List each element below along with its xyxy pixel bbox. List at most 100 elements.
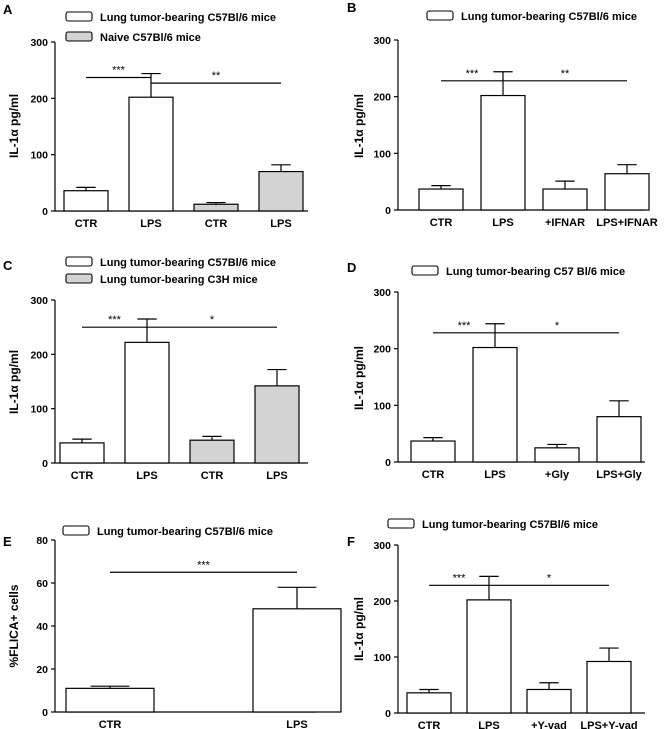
- y-tick-label: 200: [30, 93, 48, 105]
- bar-lps: [254, 385, 300, 464]
- x-tick-label: +Gly: [545, 469, 570, 481]
- x-tick-label: +Y-vad: [531, 720, 567, 729]
- bar--gly: [534, 447, 580, 463]
- y-tick-label: 300: [30, 37, 48, 49]
- panel-label: C: [3, 258, 13, 273]
- bar-ctr: [193, 203, 239, 212]
- significance-label: ***: [197, 559, 211, 571]
- bar--ifnar: [542, 188, 588, 211]
- y-tick-label: 20: [36, 664, 48, 676]
- legend-swatch: [65, 31, 93, 42]
- y-tick-label: 40: [36, 621, 48, 633]
- bar-ctr: [65, 687, 155, 713]
- x-tick-label: CTR: [75, 218, 98, 230]
- legend-label: Lung tumor-bearing C57 Bl/6 mice: [446, 266, 625, 278]
- y-tick-label: 0: [42, 206, 48, 218]
- y-tick-label: 0: [385, 205, 391, 217]
- x-tick-label: CTR: [418, 720, 441, 729]
- y-tick-label: 200: [373, 344, 391, 356]
- bar-ctr: [418, 188, 464, 211]
- bar-lps: [480, 94, 526, 211]
- x-tick-label: CTR: [422, 469, 445, 481]
- y-axis-label: IL-1α pg/ml: [7, 350, 21, 414]
- y-axis-label: IL-1α pg/ml: [352, 346, 366, 410]
- x-tick-label: LPS: [478, 720, 499, 729]
- panel-label: D: [347, 260, 356, 275]
- legend-label: Lung tumor-bearing C57Bl/6 mice: [100, 12, 276, 24]
- legend-label: Lung tumor-bearing C57Bl/6 mice: [97, 526, 273, 538]
- x-tick-label: LPS: [492, 217, 513, 229]
- y-tick-label: 0: [42, 458, 48, 470]
- bar-lps-gly: [596, 416, 642, 463]
- y-axis-label: IL-1α pg/ml: [352, 597, 366, 661]
- x-tick-label: LPS: [266, 470, 287, 482]
- y-tick-label: 100: [373, 148, 391, 160]
- y-tick-label: 300: [373, 35, 391, 47]
- y-tick-label: 100: [373, 400, 391, 412]
- x-tick-label: LPS: [286, 719, 307, 729]
- significance-label: **: [212, 70, 221, 82]
- significance-label: ***: [453, 572, 467, 584]
- y-tick-label: 100: [373, 652, 391, 664]
- x-tick-label: LPS+Y-vad: [580, 720, 637, 729]
- y-tick-label: 300: [373, 287, 391, 299]
- y-axis-label: IL-1α pg/ml: [7, 94, 21, 158]
- bar-lps: [252, 608, 342, 713]
- panel-label: F: [347, 534, 355, 549]
- y-axis-label: IL-1α pg/ml: [352, 94, 366, 158]
- legend-label: Lung tumor-bearing C57Bl/6 mice: [422, 519, 598, 531]
- y-tick-label: 200: [373, 596, 391, 608]
- x-tick-label: LPS: [136, 470, 157, 482]
- significance-label: *: [210, 314, 215, 326]
- panel-label: A: [3, 2, 13, 17]
- y-tick-label: 200: [30, 349, 48, 361]
- y-tick-label: 0: [385, 457, 391, 469]
- bar-ctr: [410, 440, 456, 463]
- significance-label: ***: [108, 314, 122, 326]
- x-tick-label: CTR: [71, 470, 94, 482]
- x-tick-label: LPS+Gly: [596, 469, 642, 481]
- legend-swatch: [65, 273, 93, 284]
- bar-ctr: [189, 439, 235, 464]
- legend-label: Naive C57Bl/6 mice: [100, 32, 201, 44]
- y-tick-label: 200: [373, 92, 391, 104]
- legend-label: Lung tumor-bearing C57Bl/6 mice: [100, 257, 276, 269]
- legend-swatch: [65, 11, 93, 22]
- y-tick-label: 0: [385, 708, 391, 720]
- panel-label: B: [347, 0, 356, 15]
- x-tick-label: LPS: [270, 218, 291, 230]
- bar-ctr: [406, 692, 452, 714]
- legend-swatch: [65, 256, 93, 267]
- x-tick-label: LPS: [484, 469, 505, 481]
- legend-swatch: [426, 10, 454, 21]
- y-tick-label: 100: [30, 150, 48, 162]
- bar--y-vad: [526, 688, 572, 714]
- y-tick-label: 0: [42, 707, 48, 719]
- bar-lps: [472, 346, 518, 463]
- y-tick-label: 80: [36, 535, 48, 547]
- bar-ctr: [59, 442, 105, 464]
- significance-label: ***: [458, 320, 472, 332]
- x-tick-label: CTR: [205, 218, 228, 230]
- significance-label: ***: [466, 68, 480, 80]
- y-tick-label: 60: [36, 578, 48, 590]
- y-axis-label: %FLICA+ cells: [7, 584, 21, 667]
- x-tick-label: CTR: [430, 217, 453, 229]
- bar-lps: [258, 170, 304, 212]
- bar-ctr: [63, 190, 109, 212]
- x-tick-label: LPS: [140, 218, 161, 230]
- bar-lps-ifnar: [604, 173, 650, 211]
- significance-label: **: [561, 68, 570, 80]
- legend-label: Lung tumor-bearing C3H mice: [100, 274, 258, 286]
- significance-label: ***: [112, 64, 126, 76]
- y-tick-label: 300: [373, 540, 391, 552]
- bar-lps-y-vad: [586, 660, 632, 714]
- y-tick-label: 300: [30, 295, 48, 307]
- panel-label: E: [3, 534, 12, 549]
